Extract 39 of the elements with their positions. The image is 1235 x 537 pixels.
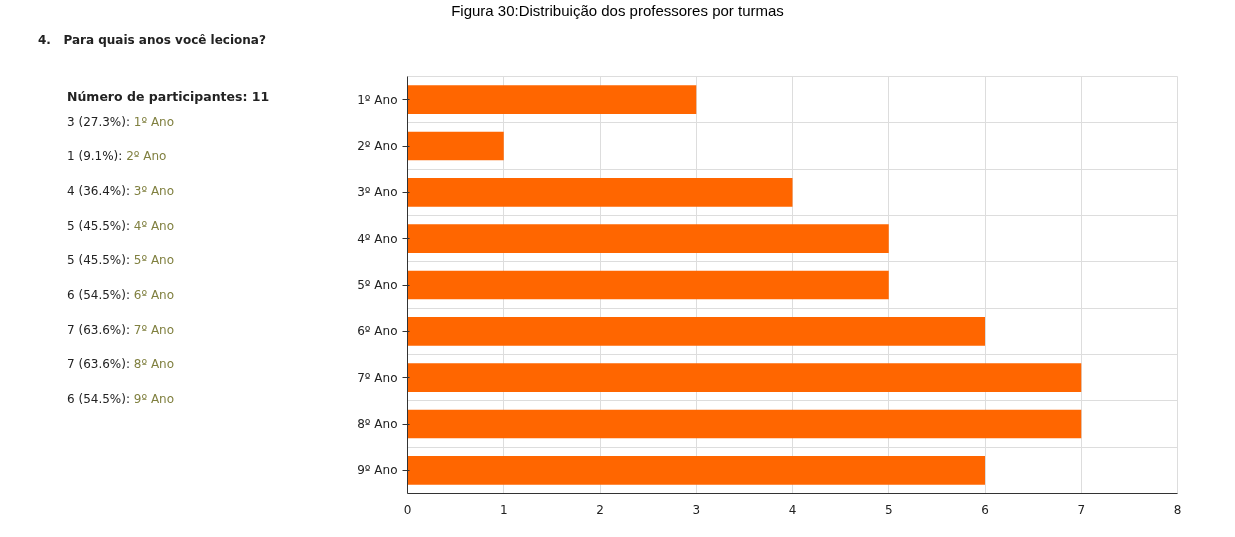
- x-tick-label: 6: [981, 502, 989, 517]
- y-tick-label: 5º Ano: [357, 278, 398, 292]
- x-tick-label: 8: [1173, 502, 1182, 517]
- text: Número de participantes: 11: [67, 88, 270, 106]
- bar: [407, 409, 1082, 439]
- bar: [407, 270, 889, 300]
- x-tick-label: 1: [499, 502, 508, 517]
- chart-title: Figura 30:Distribuição dos professores por turmas: [450, 1, 785, 21]
- x-tick-label: 2: [596, 502, 604, 517]
- y-tick-label: 4º Ano: [357, 231, 398, 246]
- text: 5 (45.5%): 4º Ano: [67, 217, 176, 235]
- text: 6 (54.5%): 9º Ano: [67, 390, 176, 408]
- x-tick-label: 3: [692, 502, 701, 517]
- y-tick-label: 1º Ano: [357, 92, 398, 107]
- y-tick-label: 6º Ano: [357, 324, 398, 339]
- x-tick-label: 0: [403, 502, 412, 517]
- y-tick-label: 2º Ano: [357, 139, 398, 153]
- y-tick-label: 7º Ano: [357, 370, 398, 385]
- text: 4. Para quais anos você leciona?: [38, 32, 266, 49]
- text: 5 (45.5%): 5º Ano: [67, 252, 176, 270]
- x-tick-label: 4: [788, 502, 797, 517]
- bar: [407, 363, 1082, 393]
- x-tick-label: 7: [1077, 502, 1086, 517]
- text: 4 (36.4%): 3º Ano: [67, 183, 176, 201]
- text: 1 (9.1%): 2º Ano: [67, 148, 168, 166]
- text: 7 (63.6%): 7º Ano: [67, 321, 176, 339]
- text: 7 (63.6%): 8º Ano: [67, 356, 176, 374]
- bar: [407, 177, 793, 207]
- text: 3 (27.3%): 1º Ano: [67, 113, 176, 131]
- x-tick-label: 5: [884, 502, 893, 517]
- y-tick-label: 8º Ano: [357, 417, 398, 431]
- bar: [407, 455, 985, 485]
- bar: [407, 131, 504, 161]
- text: 6 (54.5%): 6º Ano: [67, 287, 176, 305]
- bar: [407, 85, 697, 115]
- bar: [407, 316, 985, 346]
- bar: [407, 224, 889, 254]
- y-tick-label: 9º Ano: [357, 463, 398, 478]
- y-tick-label: 3º Ano: [357, 185, 398, 200]
